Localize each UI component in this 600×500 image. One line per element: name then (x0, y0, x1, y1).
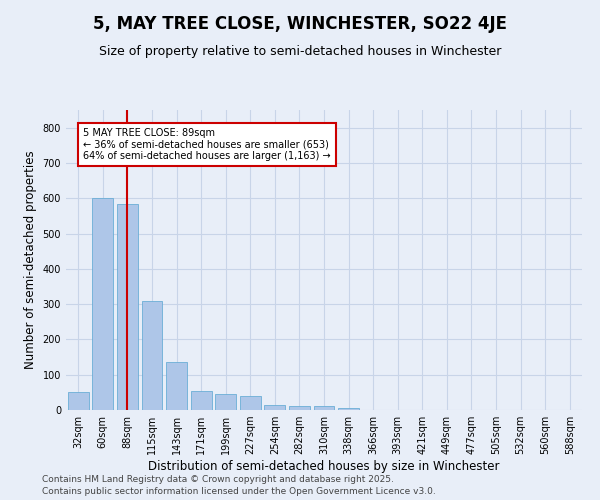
Bar (191, 390, 212, 410)
Y-axis label: Number of semi-detached properties: Number of semi-detached properties (24, 150, 37, 370)
Bar (117, 204, 138, 410)
Text: Size of property relative to semi-detached houses in Winchester: Size of property relative to semi-detach… (99, 45, 501, 58)
Bar (142, 300, 163, 410)
Bar (338, 408, 359, 410)
Bar (215, 394, 236, 410)
Text: Contains public sector information licensed under the Open Government Licence v3: Contains public sector information licen… (42, 488, 436, 496)
Bar (92, 198, 113, 410)
Bar (240, 396, 261, 410)
Bar (68, 392, 89, 410)
Bar (314, 406, 334, 410)
Text: Contains HM Land Registry data © Crown copyright and database right 2025.: Contains HM Land Registry data © Crown c… (42, 475, 394, 484)
Bar (289, 406, 310, 410)
Text: 5, MAY TREE CLOSE, WINCHESTER, SO22 4JE: 5, MAY TREE CLOSE, WINCHESTER, SO22 4JE (93, 15, 507, 33)
Bar (265, 404, 286, 410)
Text: 5 MAY TREE CLOSE: 89sqm
← 36% of semi-detached houses are smaller (653)
64% of s: 5 MAY TREE CLOSE: 89sqm ← 36% of semi-de… (83, 128, 331, 161)
Bar (166, 362, 187, 410)
X-axis label: Distribution of semi-detached houses by size in Winchester: Distribution of semi-detached houses by … (148, 460, 500, 473)
